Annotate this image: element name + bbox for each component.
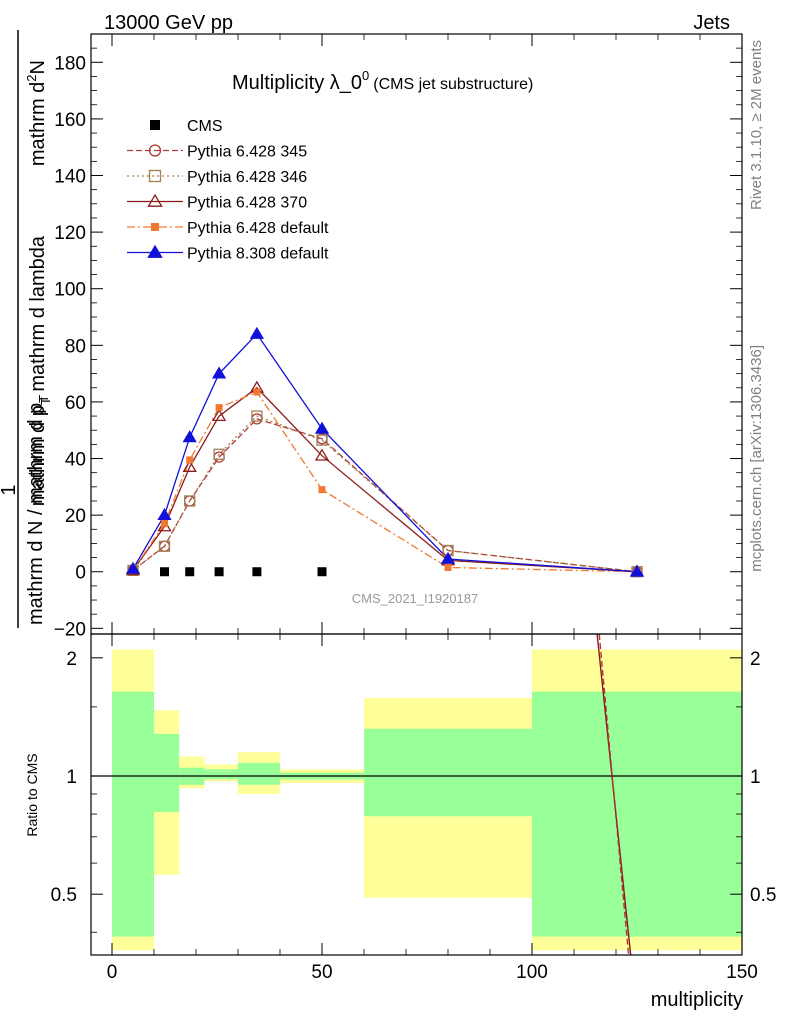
x-tick-label: 100 <box>516 962 548 983</box>
ratio-band-green-0 <box>112 691 154 937</box>
y-tick-label: 0 <box>75 563 86 584</box>
chart-title: Multiplicity λ_00(CMS jet substructure) <box>232 68 533 94</box>
y-axis-label: mathrm d2N mathrm d pT mathrm d lambda 1… <box>0 30 53 628</box>
series-4-point <box>186 456 194 464</box>
series-5-point <box>629 564 645 577</box>
legend-entry-4: Pythia 6.428 default <box>187 220 329 237</box>
x-tick-label: 150 <box>726 962 758 983</box>
series-2-point <box>184 495 196 507</box>
category-label: Jets <box>693 12 730 34</box>
ratio-band-green-1 <box>154 733 180 812</box>
series-2-point <box>213 448 225 460</box>
y-label-numerator-p: mathrm d pT mathrm d lambda <box>27 235 53 506</box>
y-tick-label: −20 <box>54 619 86 640</box>
series-0-point <box>185 567 195 577</box>
series-line-4 <box>132 391 638 573</box>
series-4-point <box>444 563 452 571</box>
series-3-point <box>211 408 227 422</box>
legend-marker-5 <box>147 244 163 258</box>
series-2-point <box>251 410 263 422</box>
y-tick-label: 80 <box>65 336 86 357</box>
series-4-point <box>161 520 168 528</box>
y-tick-label: 100 <box>54 280 86 301</box>
x-tick-label: 0 <box>107 962 118 983</box>
series-0-point <box>252 567 262 577</box>
y-tick-label: 60 <box>65 393 86 414</box>
legend-marker-1 <box>148 144 162 157</box>
legend-marker-3 <box>147 193 163 207</box>
series-5-point <box>211 366 227 379</box>
y-tick-label: 180 <box>54 53 86 74</box>
legend-marker-4 <box>151 223 159 231</box>
ratio-tick-label-right: 1 <box>750 767 761 788</box>
y-tick-label: 20 <box>65 506 86 527</box>
series-4-point <box>253 388 261 396</box>
series-4-point <box>318 486 326 494</box>
ratio-band-green-4 <box>238 762 280 785</box>
legend-entry-2: Pythia 6.428 346 <box>187 169 307 186</box>
series-line-3 <box>132 386 638 573</box>
series-5-point <box>182 430 197 443</box>
x-axis-label: multiplicity <box>651 989 743 1011</box>
x-tick-label: 50 <box>311 962 332 983</box>
ratio-band-green-6 <box>364 728 532 817</box>
ratio-band-green-3 <box>204 769 238 780</box>
legend-entry-3: Pythia 6.428 370 <box>187 195 307 212</box>
ratio-line-0 <box>596 633 632 956</box>
legend: CMS Pythia 6.428 345 Pythia 6.428 346 Pythi… <box>127 118 329 263</box>
y-tick-label: 40 <box>65 450 86 471</box>
series-line-1 <box>132 418 638 573</box>
series-line-5 <box>132 332 638 573</box>
ratio-band-green-7 <box>532 691 742 937</box>
series-0-point <box>317 567 327 577</box>
ratio-tick-label-right: 2 <box>750 649 761 670</box>
y-tick-label: 160 <box>54 110 86 131</box>
ratio-y-label: Ratio to CMS <box>24 753 40 836</box>
rivet-note: Rivet 3.1.10, ≥ 2M events <box>748 40 765 210</box>
series-0-point <box>214 567 224 577</box>
legend-entry-0: CMS <box>187 118 223 135</box>
y-tick-label: 140 <box>54 167 86 188</box>
ratio-tick-label: 1 <box>66 767 77 788</box>
energy-label: 13000 GeV pp <box>104 12 233 34</box>
site-note: mcplots.cern.ch [arXiv:1306.3436] <box>748 345 765 572</box>
y-tick-label: 120 <box>54 223 86 244</box>
series-5-point <box>249 326 265 339</box>
series-2-point <box>316 434 328 446</box>
analysis-watermark: CMS_2021_I1920187 <box>352 591 479 606</box>
legend-entry-5: Pythia 8.308 default <box>187 246 329 263</box>
legend-marker-0 <box>150 120 160 130</box>
ratio-tick-label: 0.5 <box>51 885 77 906</box>
series-0-point <box>160 567 169 577</box>
y-label-denominator: mathrm d N / mathrm d pT <box>25 395 51 625</box>
series-5-point <box>125 561 141 574</box>
series-5-point <box>440 551 456 564</box>
series-2-point <box>158 540 171 552</box>
series-3-point <box>314 448 330 461</box>
legend-marker-2 <box>148 169 162 183</box>
ratio-tick-label: 2 <box>66 649 77 670</box>
series-5-point <box>314 421 330 434</box>
main-panel-content <box>125 326 645 578</box>
axes: −20 0 20 40 60 80 100 120 140 160 180 0 50 100 150 0.5 0… <box>51 33 776 983</box>
y-label-one: 1 <box>0 484 20 495</box>
y-label-numerator-d: mathrm d2N <box>24 60 49 166</box>
ratio-plot-frame <box>90 633 743 956</box>
ratio-panel-content <box>91 633 742 956</box>
series-3-point <box>182 459 197 472</box>
series-5-point <box>157 507 172 521</box>
series-4-point <box>215 404 223 412</box>
ratio-uncertainty-bands <box>112 649 742 951</box>
legend-entry-1: Pythia 6.428 345 <box>187 144 307 161</box>
ratio-tick-label-right: 0.5 <box>750 885 776 906</box>
